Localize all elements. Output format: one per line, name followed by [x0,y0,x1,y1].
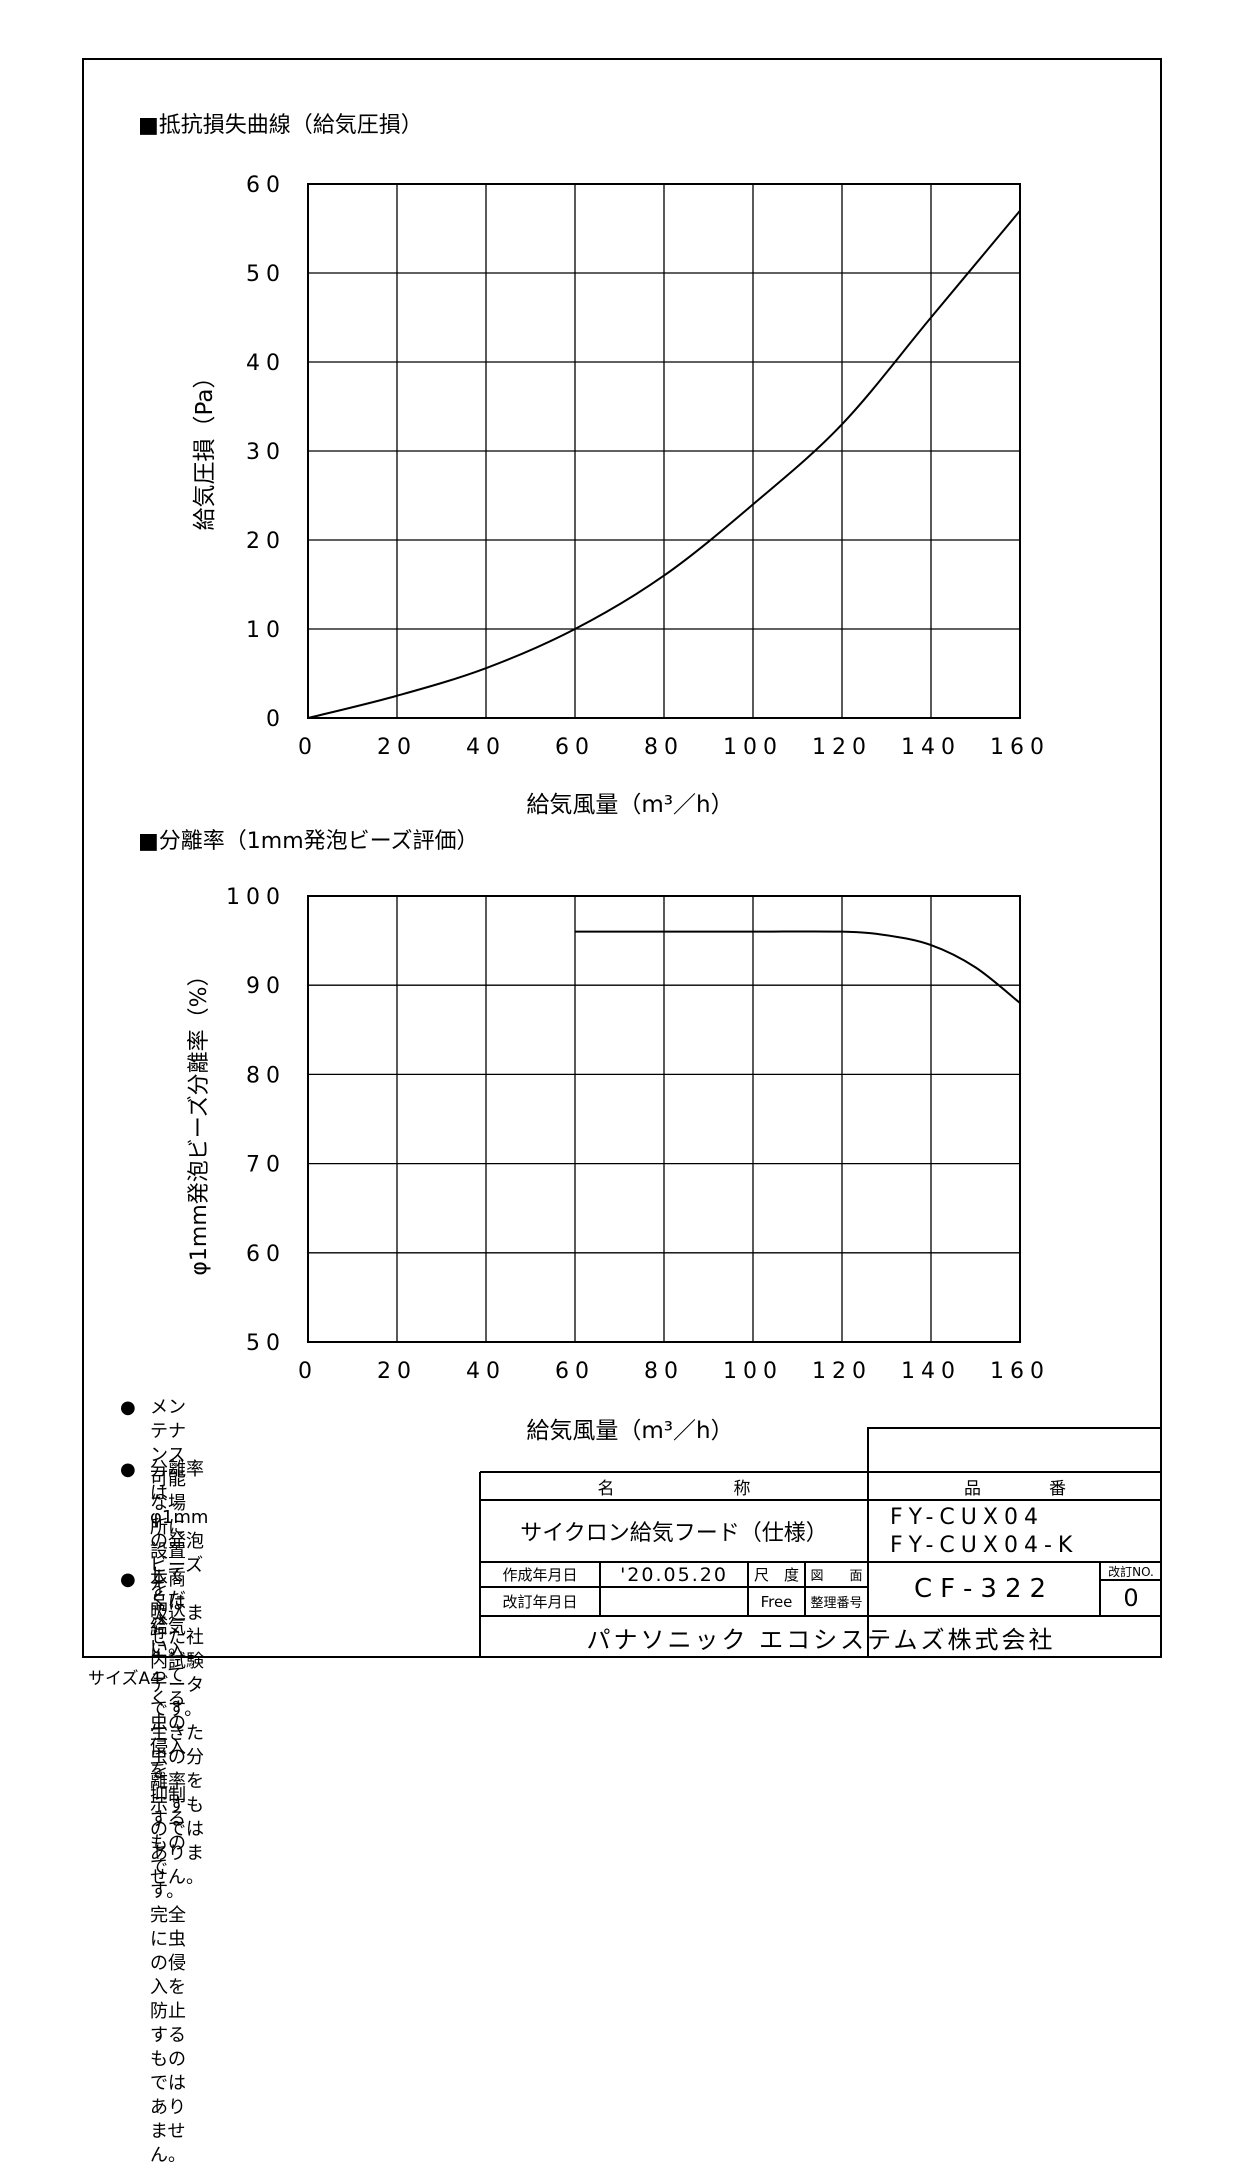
chart2-ytick-label: 90 [246,974,286,999]
note-line: 吸込ませた社内試験データです。 [150,1603,204,1720]
chart2-grid [307,895,1021,1343]
chart2-title: ■分離率（1mm発泡ビーズ評価） [138,829,479,854]
note-bullet: ● [120,1569,136,1590]
chart1-ticks: 0 20 40 60 80 100 120 140 160 0 10 20 30 40 50 60 [246,173,1050,760]
note-line: ください。 [150,1589,186,1658]
note-bullet: ● [120,1397,136,1418]
chart1-xtick-label: 0 [298,735,318,760]
chart1-xtick-label: 120 [812,735,872,760]
chart1-xtick-label: 20 [377,735,417,760]
chart2-xtick-label: 80 [644,1359,684,1384]
note-line: メンテナンス可能な場所に設置して [150,1397,186,1586]
chart2-xtick-label: 60 [555,1359,595,1384]
chart2-ticks: 0 20 40 60 80 100 120 140 160 50 60 70 80 90 100 [226,885,1050,1384]
pressure-loss-chart: ■抵抗損失曲線（給気圧損） 0 20 40 60 80 100 120 140 160 0 10 20… [138,113,1050,818]
chart2-ytick-label: 100 [226,885,286,910]
note-line: 分離率はφ1mmの発泡ビーズを [150,1459,209,1600]
chart1-ytick-label: 50 [246,262,286,287]
chart1-series-line [307,210,1021,719]
chart2-xtick-label: 20 [377,1359,417,1384]
chart1-ytick-label: 0 [266,707,286,732]
chart2-xtick-label: 0 [298,1359,318,1384]
chart2-ylabel: φ1mm発泡ビーズ分離率（%） [187,964,212,1275]
chart1-grid [307,183,1021,719]
chart2-xtick-label: 160 [990,1359,1050,1384]
chart1-xtick-label: 160 [990,735,1050,760]
note-bullet: ● [120,1459,136,1480]
note-line: 抑制するものです。完全に虫の侵入を [150,1785,186,1998]
chart1-title: ■抵抗損失曲線（給気圧損） [138,113,423,138]
chart2-xtick-label: 140 [901,1359,961,1384]
chart2-ytick-label: 70 [246,1153,286,1178]
chart1-xlabel: 給気風量（m³／h） [526,792,733,818]
chart1-xtick-label: 40 [466,735,506,760]
chart1-ytick-label: 20 [246,529,286,554]
chart2-xlabel: 給気風量（m³／h） [526,1418,733,1444]
chart1-ytick-label: 40 [246,351,286,376]
chart1-ytick-label: 10 [246,618,286,643]
separation-rate-chart: ■分離率（1mm発泡ビーズ評価） 0 20 40 60 80 100 120 140 160 50… [138,829,1050,1444]
chart1-xtick-label: 100 [723,735,783,760]
chart2-ytick-label: 60 [246,1242,286,1267]
chart1-ytick-label: 60 [246,173,286,198]
chart2-xtick-label: 120 [812,1359,872,1384]
chart1-ylabel: 給気圧損（Pa） [192,366,218,531]
chart2-xtick-label: 40 [466,1359,506,1384]
note-line: 防止するものではありません。 [150,2001,186,2166]
chart2-ytick-label: 50 [246,1331,286,1356]
chart2-xtick-label: 100 [723,1359,783,1384]
chart1-xtick-label: 80 [644,735,684,760]
chart1-ytick-label: 30 [246,440,286,465]
drawing-frame [82,58,1162,1658]
paper-size: サイズA4 [88,1669,161,1689]
chart1-xtick-label: 140 [901,735,961,760]
chart2-series-line [574,930,1021,1004]
note-line: 本商品は給気に入ってくる虫の侵入を [150,1569,186,1782]
chart2-ytick-label: 80 [246,1063,286,1088]
chart1-xtick-label: 60 [555,735,595,760]
